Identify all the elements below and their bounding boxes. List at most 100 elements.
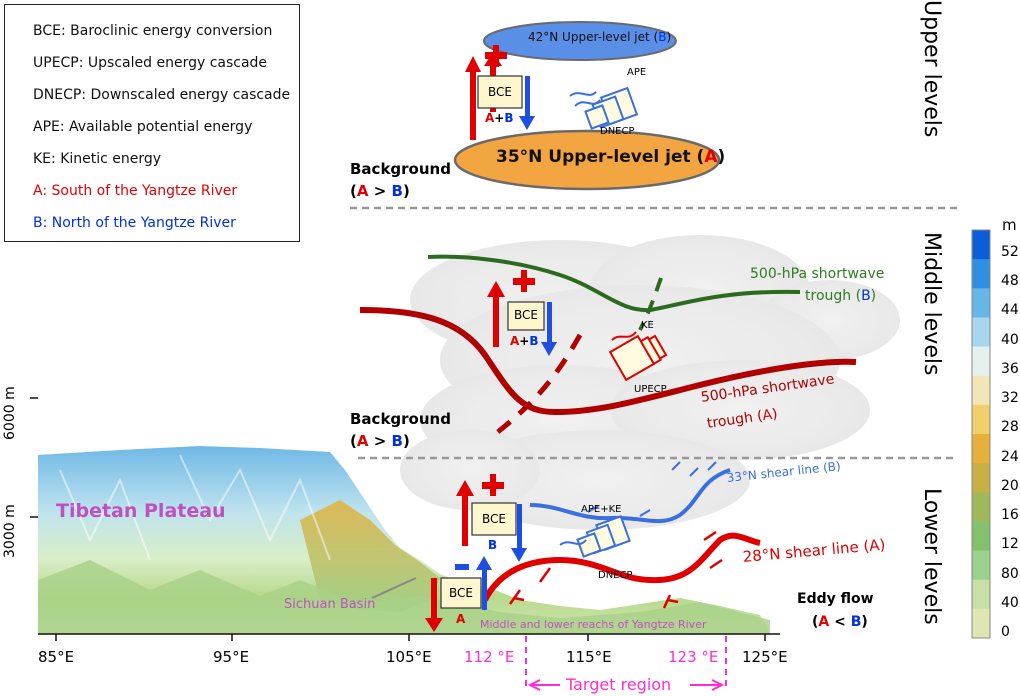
colorbar-segment	[972, 492, 990, 522]
legend-item-dnecp: DNECP: Downscaled energy cascade	[33, 87, 291, 103]
legend-item-a: A: South of the Yangtze River	[33, 183, 238, 199]
colorbar-border	[971, 229, 991, 639]
target-region-markers	[525, 636, 727, 690]
sichuan-pointer	[371, 577, 417, 599]
colorbar-segment	[972, 434, 990, 464]
lower-bce-upper-sub: B	[488, 538, 498, 552]
sichuan-basin-label: Sichuan Basin	[284, 597, 376, 612]
x-tick-125: 125°E	[742, 648, 788, 666]
legend-item-bce: BCE: Baroclinic energy conversion	[33, 23, 273, 39]
colorbar-segment	[972, 463, 990, 493]
colorbar-tick-label: 20	[1001, 477, 1019, 494]
colorbar-segment	[972, 259, 990, 289]
middle-ke-label: KE	[641, 320, 654, 331]
lower-bce-lower-label: BCE	[449, 586, 473, 600]
lower-bce-upper-block	[456, 474, 527, 562]
colorbar-tick-label: 0	[1001, 624, 1010, 640]
level-label-lower: Lower levels	[919, 488, 944, 625]
colorbar-segment	[972, 404, 990, 435]
level-label-upper: Upper levels	[919, 0, 944, 138]
x-tick-115: 115°E	[566, 648, 612, 666]
lower-bce-lower-block	[425, 556, 492, 632]
shear-b-barbs	[587, 461, 717, 517]
eddy-flow-relation: (A < B)	[812, 614, 868, 630]
colorbar-segment	[972, 230, 990, 260]
y-axis-ticks	[30, 397, 38, 518]
colorbar-tick-label: 40	[1001, 594, 1019, 611]
middle-bce-label: BCE	[514, 308, 538, 322]
colorbar-segment	[972, 375, 990, 406]
colorbar-tick-label: 44	[1001, 302, 1019, 319]
colorbar-segment	[972, 317, 990, 348]
target-region-arrow	[527, 679, 725, 691]
colorbar-tick-label: 32	[1001, 390, 1019, 407]
colorbar-segment	[972, 346, 990, 377]
colorbar-segment	[972, 288, 990, 318]
colorbar-tick-label: 28	[1001, 419, 1019, 436]
target-region-label: Target region	[566, 675, 672, 694]
level-label-middle: Middle levels	[919, 232, 944, 376]
upper-ab-label: A+B	[485, 111, 514, 125]
upper-background-label: Background	[350, 160, 451, 178]
elevation-colorbar	[971, 229, 991, 639]
upper-ape-cascade	[569, 86, 639, 130]
jet-b-ellipse	[483, 21, 677, 61]
lower-apeke-label: APE+KE	[581, 504, 622, 515]
upper-bce-block	[465, 45, 535, 140]
legend-box: BCE: Baroclinic energy conversion UPECP:…	[4, 4, 300, 242]
trough-a-dashed	[488, 333, 583, 440]
colorbar-tick-label: 52	[1001, 244, 1019, 260]
jet-b-label: 42°N Upper-level jet (B)	[528, 30, 672, 44]
upper-bce-label: BCE	[488, 85, 512, 99]
legend-item-b: B: North of the Yangtze River	[33, 215, 236, 231]
trough-b-line	[427, 254, 801, 313]
legend-item-upecp: UPECP: Upscaled energy cascade	[33, 55, 268, 71]
shear-a-barbs	[508, 530, 723, 609]
legend-item-ke: KE: Kinetic energy	[33, 151, 162, 167]
colorbar-segment	[972, 521, 990, 552]
upper-background-relation: (A > B)	[350, 182, 410, 200]
jet-a-label: 35°N Upper-level jet (A)	[496, 147, 726, 167]
trough-a-line	[359, 307, 857, 416]
colorbar-segment	[972, 550, 990, 581]
middle-background-label: Background	[350, 410, 451, 428]
middle-ab-label: A+B	[510, 334, 539, 348]
colorbar-tick-label: 24	[1001, 448, 1019, 465]
middle-bce-block	[487, 270, 557, 356]
colorbar-tick-label: 48	[1001, 273, 1019, 290]
legend-item-ape: APE: Available potential energy	[33, 119, 253, 135]
trough-b-dashed	[638, 277, 663, 331]
middle-upecp-label: UPECP	[634, 384, 667, 395]
upper-ape-label: APE	[627, 67, 647, 78]
upper-dnecp-label: DNECP	[600, 126, 635, 137]
x-tick-105: 105°E	[386, 648, 432, 666]
eddy-flow-label: Eddy flow	[797, 591, 874, 607]
y-tick-6000: 6000 m	[2, 386, 18, 440]
colorbar-tick-label: 16	[1001, 507, 1019, 524]
colorbar-tick-label: 12	[1001, 536, 1019, 553]
colorbar-segment	[972, 579, 990, 610]
colorbar-tick-label: 36	[1001, 360, 1019, 377]
colorbar-tick-label: 80	[1001, 565, 1019, 582]
middle-background-relation: (A > B)	[350, 432, 410, 450]
shear-b-line	[529, 468, 731, 524]
tibetan-plateau-label: Tibetan Plateau	[56, 500, 226, 522]
target-left-label: 112 °E	[464, 648, 515, 666]
lower-dnecp-label: DNECP	[598, 570, 633, 581]
x-tick-85: 85°E	[38, 648, 75, 666]
lower-bce-lower-sub: A	[456, 612, 466, 626]
y-tick-3000: 3000 m	[2, 504, 18, 558]
shear-a-line	[482, 532, 761, 602]
x-tick-95: 95°E	[213, 648, 250, 666]
yangtze-reaches-label: Middle and lower reachs of Yangtze River	[480, 618, 707, 631]
lower-bce-upper-label: BCE	[482, 512, 506, 526]
x-axis-ticks	[55, 634, 766, 641]
jet-a-ellipse	[453, 129, 721, 191]
target-right-label: 123 °E	[668, 648, 719, 666]
colorbar-tick-label: 40	[1001, 331, 1019, 348]
middle-ke-cascade	[608, 331, 668, 382]
colorbar-unit: m	[1002, 216, 1017, 234]
colorbar-segment	[972, 608, 990, 639]
